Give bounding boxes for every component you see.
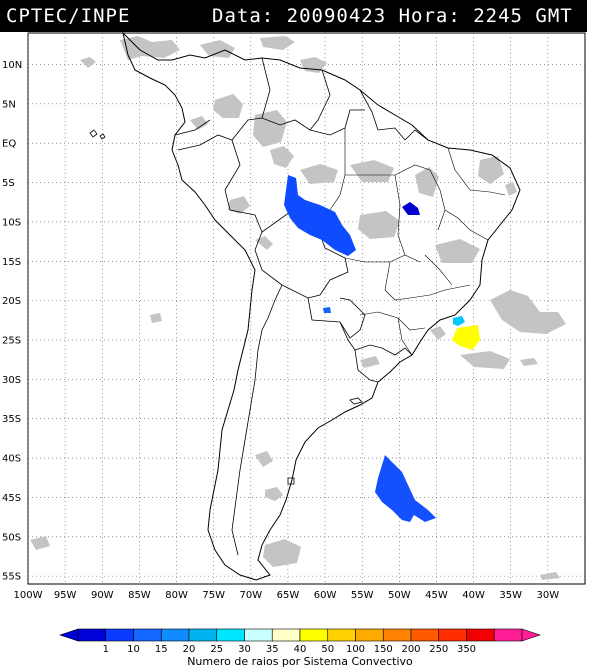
colorbar-swatch bbox=[327, 628, 356, 642]
country-borders bbox=[174, 57, 429, 556]
colorbar-swatch bbox=[299, 628, 329, 642]
lat-tick-label: 10S bbox=[2, 217, 21, 228]
storm-tocantins bbox=[402, 202, 420, 215]
lat-tick-label: 40S bbox=[2, 454, 21, 465]
colorbar-label: 100 bbox=[346, 644, 365, 655]
colorbar-swatch bbox=[410, 628, 440, 642]
colorbar-label: 10 bbox=[127, 644, 140, 655]
lon-tick-label: 85W bbox=[128, 590, 151, 601]
colorbar-swatch bbox=[216, 628, 245, 642]
lat-tick-label: 20S bbox=[2, 296, 21, 307]
colorbar-label: 50 bbox=[321, 644, 334, 655]
colorbar-swatch bbox=[160, 628, 190, 642]
lat-tick-label: 35S bbox=[2, 414, 21, 425]
colorbar-label: 25 bbox=[210, 644, 223, 655]
islands bbox=[89, 129, 363, 485]
storm-south-atlantic bbox=[375, 455, 436, 522]
storm-paraguay bbox=[323, 307, 331, 313]
lon-tick-label: 95W bbox=[54, 590, 77, 601]
lat-tick-label: 45S bbox=[2, 493, 21, 504]
colorbar-swatch bbox=[244, 628, 273, 642]
lat-tick-label: 30S bbox=[2, 375, 21, 386]
colorbar-swatch bbox=[77, 628, 107, 642]
colorbar-swatch bbox=[188, 628, 218, 642]
colorbar-swatch bbox=[493, 628, 523, 642]
latitude-labels: 10N 5N EQ 5S 10S 15S 20S 25S 30S 35S 40S 45S 50S 55S bbox=[2, 60, 22, 583]
colorbar-label: 350 bbox=[457, 644, 476, 655]
colorbar-low-arrow bbox=[59, 628, 79, 642]
lon-tick-label: 50W bbox=[388, 590, 411, 601]
colorbar-swatch bbox=[133, 628, 162, 642]
agency-label: CPTEC/INPE bbox=[6, 5, 131, 27]
legend-title: Numero de raios por Sistema Convectivo bbox=[187, 655, 413, 668]
lon-tick-label: 35W bbox=[499, 590, 522, 601]
colorbar-swatch bbox=[271, 628, 301, 642]
lon-tick-label: 40W bbox=[462, 590, 485, 601]
lat-tick-label: EQ bbox=[2, 139, 16, 150]
lat-tick-label: 5N bbox=[2, 99, 16, 110]
colorbar-label: 250 bbox=[429, 644, 448, 655]
lon-tick-label: 45W bbox=[425, 590, 448, 601]
colorbar-swatch bbox=[105, 628, 134, 642]
colorbar-swatch bbox=[382, 628, 412, 642]
colorbar-label: 30 bbox=[238, 644, 251, 655]
legend-labels: 1 10 15 20 25 30 35 40 50 100 150 200 250 350 bbox=[103, 644, 476, 655]
datetime-label: Data: 20090423 Hora: 2245 GMT bbox=[212, 5, 573, 27]
longitude-labels: 100W 95W 90W 85W 80W 75W 70W 65W 60W 55W 50W 45W 40W… bbox=[14, 590, 560, 601]
lon-tick-label: 60W bbox=[314, 590, 337, 601]
lat-tick-label: 15S bbox=[2, 257, 21, 268]
colorbar-swatch bbox=[466, 628, 495, 642]
lat-tick-label: 55S bbox=[2, 572, 21, 583]
colorbar-label: 35 bbox=[266, 644, 279, 655]
colorbar-high-arrow bbox=[521, 628, 541, 642]
colorbar-swatch bbox=[355, 628, 384, 642]
storm-amazon bbox=[284, 175, 356, 256]
colorbar-label: 20 bbox=[183, 644, 196, 655]
colorbar-swatch bbox=[438, 628, 467, 642]
south-america-coastline bbox=[122, 31, 521, 581]
colorbar-label: 1 bbox=[103, 644, 109, 655]
lon-tick-label: 90W bbox=[91, 590, 114, 601]
lon-tick-label: 80W bbox=[165, 590, 188, 601]
lon-tick-label: 70W bbox=[239, 590, 262, 601]
gridlines bbox=[27, 33, 585, 584]
map-frame bbox=[27, 32, 586, 585]
lon-tick-label: 30W bbox=[537, 590, 560, 601]
lat-tick-label: 5S bbox=[2, 178, 15, 189]
lon-tick-label: 100W bbox=[14, 590, 43, 601]
state-borders bbox=[329, 128, 506, 356]
lat-tick-label: 25S bbox=[2, 335, 21, 346]
colorbar-label: 200 bbox=[401, 644, 420, 655]
header-bar: CPTEC/INPE Data: 20090423 Hora: 2245 GMT bbox=[0, 0, 587, 32]
legend-colorbar bbox=[59, 628, 541, 642]
lon-tick-label: 75W bbox=[202, 590, 225, 601]
cloud-cover bbox=[30, 36, 566, 580]
storm-sao-paulo-coast bbox=[453, 316, 465, 326]
lat-tick-label: 50S bbox=[2, 532, 21, 543]
lon-tick-label: 55W bbox=[351, 590, 374, 601]
colorbar-label: 40 bbox=[294, 644, 307, 655]
storm-santa-catarina-coast bbox=[452, 325, 480, 350]
colorbar-label: 150 bbox=[374, 644, 393, 655]
colorbar-label: 15 bbox=[155, 644, 168, 655]
storm-clusters bbox=[284, 175, 480, 522]
lon-tick-label: 65W bbox=[277, 590, 300, 601]
lat-tick-label: 10N bbox=[2, 60, 22, 71]
